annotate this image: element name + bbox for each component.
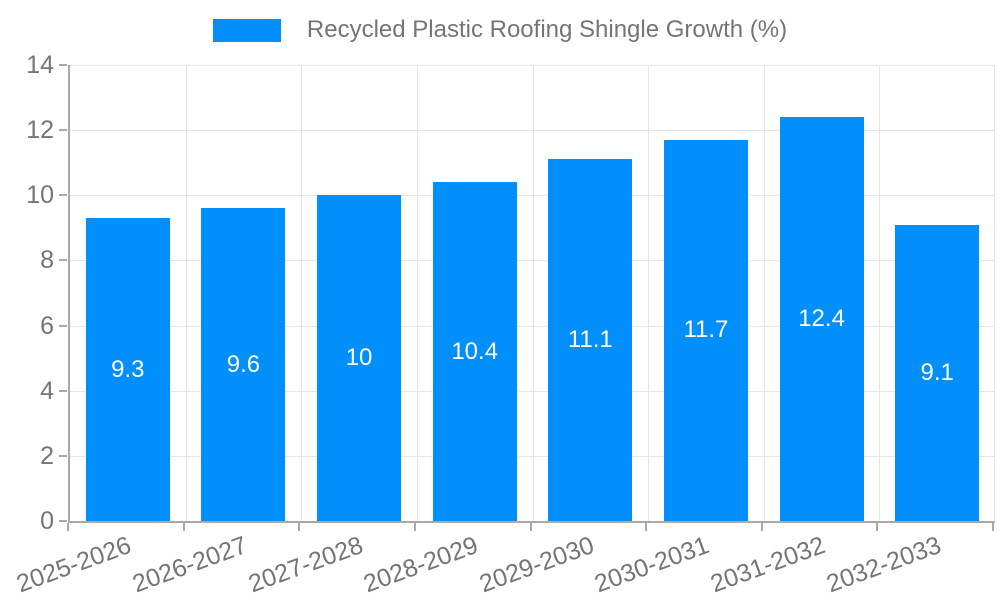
gridline-vertical <box>994 65 995 521</box>
legend[interactable]: Recycled Plastic Roofing Shingle Growth … <box>0 16 1000 45</box>
x-axis-tick-label: 2029-2030 <box>475 531 598 599</box>
bar-value-label: 9.6 <box>226 350 261 378</box>
x-axis-tick-mark <box>298 523 301 531</box>
gridline-vertical <box>301 65 303 521</box>
gridline-vertical <box>648 65 650 521</box>
gridline-vertical <box>763 65 765 521</box>
x-axis-tick-label: 2028-2029 <box>359 531 482 599</box>
gridline-vertical <box>185 65 187 521</box>
y-axis-tick-label: 8 <box>40 246 54 275</box>
y-axis-tick-mark <box>59 129 67 132</box>
bar-value-label: 10 <box>345 344 373 372</box>
y-axis-tick-label: 2 <box>40 441 54 470</box>
y-axis-tick-label: 12 <box>26 116 54 145</box>
x-axis-tick-mark <box>67 523 69 531</box>
gridline-vertical <box>879 65 881 521</box>
y-axis-tick-mark <box>59 324 67 327</box>
bar-value-label: 9.3 <box>111 355 145 383</box>
y-axis-tick-mark <box>59 520 67 522</box>
x-axis-tick-mark <box>760 523 763 531</box>
x-axis-tick-mark <box>413 523 416 531</box>
bar-value-label: 9.1 <box>920 358 954 386</box>
x-axis-tick-mark <box>992 523 994 531</box>
legend-swatch <box>212 18 281 42</box>
y-axis-tick-mark <box>59 259 67 262</box>
plot-area: 9.3 9.6 10 10.4 11.1 11.7 12.4 9.1 <box>68 65 995 523</box>
bar[interactable]: 9.3 <box>85 218 170 521</box>
bar[interactable]: 11.1 <box>548 159 633 521</box>
gridline-vertical <box>416 65 418 521</box>
x-axis-tick-mark <box>529 523 532 531</box>
bar[interactable]: 9.1 <box>895 224 980 521</box>
y-axis-tick-label: 6 <box>40 311 54 340</box>
y-axis-tick-label: 10 <box>26 181 54 210</box>
bar[interactable]: 9.6 <box>201 208 286 521</box>
bar[interactable]: 10.4 <box>432 182 517 521</box>
bar-value-label: 11.1 <box>567 326 613 354</box>
gridline-vertical <box>532 65 534 521</box>
y-axis-tick-mark <box>59 64 67 66</box>
x-axis-tick-label: 2026-2027 <box>128 531 251 599</box>
legend-label: Recycled Plastic Roofing Shingle Growth … <box>306 16 788 43</box>
y-axis-tick-label: 4 <box>40 376 54 405</box>
bar-value-label: 12.4 <box>798 305 845 333</box>
x-axis-tick-mark <box>645 523 648 531</box>
bar[interactable]: 11.7 <box>663 139 748 521</box>
x-axis-tick-label: 2031-2032 <box>706 531 829 599</box>
bar[interactable]: 12.4 <box>779 117 864 521</box>
x-axis-tick-label: 2025-2026 <box>13 531 136 599</box>
x-axis-tick-label: 2027-2028 <box>244 531 367 599</box>
bar-value-label: 10.4 <box>451 337 499 365</box>
y-axis-tick-label: 0 <box>40 507 54 535</box>
bar[interactable]: 10 <box>317 195 402 521</box>
x-axis-tick-label: 2032-2033 <box>822 531 945 599</box>
y-axis-tick-mark <box>59 389 67 392</box>
bar-value-label: 11.7 <box>683 316 729 344</box>
x-axis-tick-label: 2030-2031 <box>591 531 714 599</box>
y-axis-tick-label: 14 <box>26 51 54 79</box>
x-axis-tick-mark <box>182 523 185 531</box>
y-axis-tick-mark <box>59 454 67 457</box>
x-axis-tick-mark <box>876 523 879 531</box>
y-axis-tick-mark <box>59 194 67 197</box>
